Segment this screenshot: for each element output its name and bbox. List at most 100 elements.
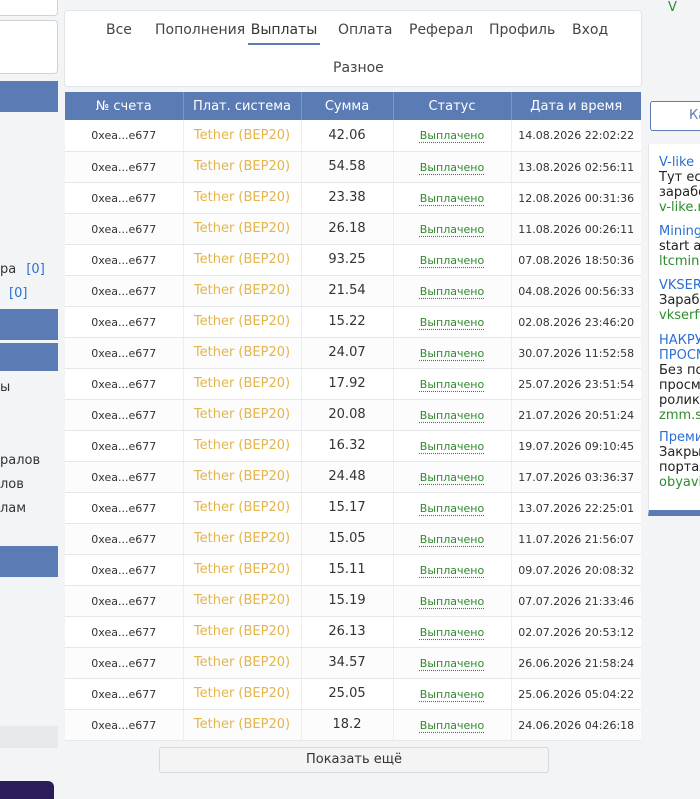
cell-account: 0xea...e677 xyxy=(91,377,157,391)
table-row: 0xea...e677 Tether (BEP20) 26.18 Выплачено 1… xyxy=(65,213,641,245)
cell-amount: 42.06 xyxy=(328,127,366,143)
cell-amount: 24.48 xyxy=(328,469,366,484)
left-menu-bar-1[interactable] xyxy=(0,81,58,112)
ad-line: Тут ест xyxy=(659,170,700,185)
cell-status[interactable]: Выплачено xyxy=(419,222,485,236)
left-item-b[interactable]: ралов xyxy=(0,453,41,468)
ad-item[interactable]: НАКРУ ПРОСМ Без по просмо ролики zmm.su xyxy=(659,333,700,423)
cell-datetime: 07.07.2026 21:33:46 xyxy=(518,594,635,608)
table-row: 0xea...e677 Tether (BEP20) 15.19 Выплачено 0… xyxy=(65,585,641,617)
tab-profile[interactable]: Профиль xyxy=(489,22,556,38)
cell-status[interactable]: Выплачено xyxy=(419,532,485,546)
right-button-label: Ка xyxy=(689,108,700,123)
payouts-table: № счета Плат. система Сумма Статус Дата … xyxy=(65,92,641,741)
cell-amount: 15.19 xyxy=(328,593,366,608)
main-panel: Все Пополнения Выплаты Оплата Реферал Пр… xyxy=(64,10,642,773)
ad-url: ltcmine xyxy=(659,254,700,269)
left-item-a[interactable]: ы xyxy=(0,380,11,395)
cell-status[interactable]: Выплачено xyxy=(419,563,485,577)
cell-datetime: 09.07.2026 20:08:32 xyxy=(518,563,635,577)
cell-amount: 34.57 xyxy=(328,655,366,670)
cell-status[interactable]: Выплачено xyxy=(419,439,485,453)
left-menu-bar-4[interactable] xyxy=(0,546,58,577)
header-account: № счета xyxy=(65,92,184,120)
cell-status[interactable]: Выплачено xyxy=(419,129,485,143)
left-item-row2[interactable]: [0] xyxy=(9,286,27,301)
cell-payment-system: Tether (BEP20) xyxy=(193,531,291,546)
cell-account: 0xea...e677 xyxy=(91,346,157,360)
ad-line: ролики xyxy=(659,393,700,408)
cell-payment-system: Tether (BEP20) xyxy=(193,500,291,515)
tab-misc[interactable]: Разное xyxy=(333,60,384,76)
cell-payment-system: Tether (BEP20) xyxy=(193,283,291,298)
ad-url: zmm.su xyxy=(659,408,700,423)
cell-datetime: 21.07.2026 20:51:24 xyxy=(518,408,635,422)
right-button[interactable]: Ка xyxy=(650,101,700,131)
tab-deposits[interactable]: Пополнения xyxy=(155,22,246,38)
cell-status[interactable]: Выплачено xyxy=(419,253,485,267)
tab-payment[interactable]: Оплата xyxy=(338,22,393,38)
cell-status[interactable]: Выплачено xyxy=(419,687,485,701)
ad-item[interactable]: VKSERF Зарабо vkserfi xyxy=(659,278,700,323)
table-row: 0xea...e677 Tether (BEP20) 25.05 Выплачено 2… xyxy=(65,678,641,710)
left-item-d[interactable]: лам xyxy=(0,501,27,516)
cell-status[interactable]: Выплачено xyxy=(419,501,485,515)
cell-datetime: 02.07.2026 20:53:12 xyxy=(518,625,635,639)
cell-amount: 21.54 xyxy=(328,283,366,298)
tab-login[interactable]: Вход xyxy=(572,22,609,38)
cell-datetime: 30.07.2026 11:52:58 xyxy=(518,346,635,360)
cell-status[interactable]: Выплачено xyxy=(419,470,485,484)
cell-status[interactable]: Выплачено xyxy=(419,625,485,639)
cell-status[interactable]: Выплачено xyxy=(419,656,485,670)
cell-amount: 20.08 xyxy=(328,407,366,422)
left-item-row1[interactable]: ра [0] xyxy=(0,262,45,277)
ad-title-2: ПРОСМ xyxy=(659,348,700,363)
cell-payment-system: Tether (BEP20) xyxy=(193,655,291,670)
ad-line: Закры xyxy=(659,445,700,460)
header-status: Статус xyxy=(393,92,512,120)
header-datetime: Дата и время xyxy=(530,98,623,114)
cell-account: 0xea...e677 xyxy=(91,532,157,546)
cell-payment-system: Tether (BEP20) xyxy=(193,438,291,453)
cell-payment-system: Tether (BEP20) xyxy=(193,562,291,577)
cell-status[interactable]: Выплачено xyxy=(419,160,485,174)
cell-amount: 93.25 xyxy=(328,252,366,267)
cell-status[interactable]: Выплачено xyxy=(419,377,485,391)
ad-line: Зарабо xyxy=(659,293,700,308)
left-item-c[interactable]: лов xyxy=(0,477,24,492)
cell-status[interactable]: Выплачено xyxy=(419,346,485,360)
cell-account: 0xea...e677 xyxy=(91,625,157,639)
left-purple-banner[interactable] xyxy=(0,781,54,799)
table-row: 0xea...e677 Tether (BEP20) 24.07 Выплачено 3… xyxy=(65,337,641,369)
ad-url: vkserfi xyxy=(659,308,700,323)
cell-amount: 15.11 xyxy=(328,562,366,577)
tab-all[interactable]: Все xyxy=(106,22,132,38)
ad-item[interactable]: Преми Закры портал obyavir xyxy=(659,430,700,490)
ad-line: просмо xyxy=(659,378,700,393)
tab-referral[interactable]: Реферал xyxy=(409,22,474,38)
cell-datetime: 25.07.2026 23:51:54 xyxy=(518,377,635,391)
cell-amount: 23.38 xyxy=(328,190,366,205)
cell-amount: 24.07 xyxy=(328,345,366,360)
cell-amount: 15.17 xyxy=(328,500,366,515)
cell-status[interactable]: Выплачено xyxy=(419,315,485,329)
left-box-input[interactable] xyxy=(0,20,58,74)
show-more-button[interactable]: Показать ещё xyxy=(159,747,549,773)
left-box-top[interactable] xyxy=(0,0,58,16)
cell-status[interactable]: Выплачено xyxy=(419,191,485,205)
cell-datetime: 12.08.2026 00:31:36 xyxy=(518,191,635,205)
cell-account: 0xea...e677 xyxy=(91,129,157,143)
ad-item[interactable]: V-like Тут ест зарабо v-like.ru xyxy=(659,155,700,215)
left-menu-bar-3[interactable] xyxy=(0,343,58,371)
cell-payment-system: Tether (BEP20) xyxy=(193,314,291,329)
left-menu-bar-2[interactable] xyxy=(0,309,58,340)
cell-amount: 18.2 xyxy=(332,717,362,732)
table-row: 0xea...e677 Tether (BEP20) 17.92 Выплачено 2… xyxy=(65,368,641,400)
ad-item[interactable]: Mining start ar ltcmine xyxy=(659,224,700,269)
cell-status[interactable]: Выплачено xyxy=(419,408,485,422)
right-sidebar: V Ка V-like Тут ест зарабо v-like.ru Min… xyxy=(648,0,700,799)
tab-payouts[interactable]: Выплаты xyxy=(248,21,320,45)
cell-status[interactable]: Выплачено xyxy=(419,718,485,732)
cell-status[interactable]: Выплачено xyxy=(419,284,485,298)
cell-status[interactable]: Выплачено xyxy=(419,594,485,608)
